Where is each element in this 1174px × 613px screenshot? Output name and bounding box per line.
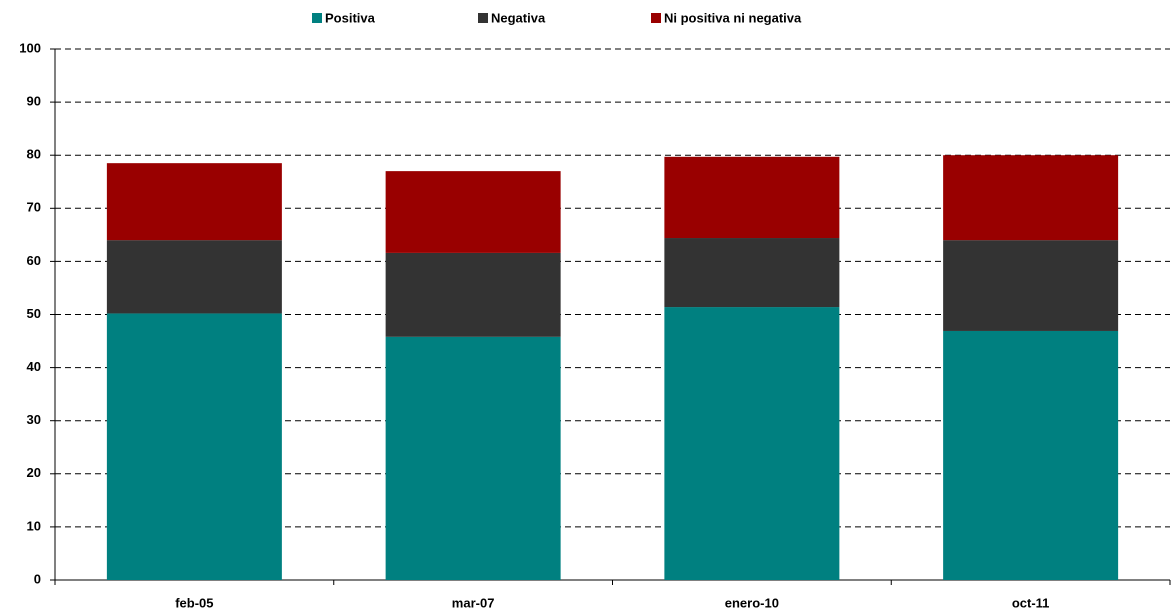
y-tick-label: 100 xyxy=(19,40,41,55)
x-tick-label: enero-10 xyxy=(725,595,779,610)
x-tick-label: feb-05 xyxy=(175,595,213,610)
bar-segment xyxy=(385,252,561,337)
y-tick-label: 30 xyxy=(27,412,41,427)
y-tick-label: 40 xyxy=(27,359,41,374)
bar-segment xyxy=(106,313,282,580)
y-tick-label: 50 xyxy=(27,306,41,321)
bar-segment xyxy=(943,155,1119,241)
bar-segment xyxy=(106,163,282,241)
bar-segment xyxy=(106,240,282,314)
x-tick-label: mar-07 xyxy=(452,595,495,610)
y-tick-label: 70 xyxy=(27,200,41,215)
legend-label: Negativa xyxy=(491,10,546,25)
bar-segment xyxy=(664,307,840,580)
legend-swatch xyxy=(312,13,322,23)
x-tick-label: oct-11 xyxy=(1012,595,1050,610)
y-tick-label: 90 xyxy=(27,94,41,109)
y-tick-label: 20 xyxy=(27,465,41,480)
y-tick-label: 60 xyxy=(27,253,41,268)
bar-segment xyxy=(664,238,840,308)
bar-segment xyxy=(385,171,561,253)
legend-swatch xyxy=(478,13,488,23)
legend-label: Positiva xyxy=(325,10,376,25)
bar-segment xyxy=(943,330,1119,580)
y-tick-label: 10 xyxy=(27,518,41,533)
legend-label: Ni positiva ni negativa xyxy=(664,10,802,25)
y-tick-label: 0 xyxy=(34,571,41,586)
bar-segment xyxy=(664,156,840,239)
y-tick-label: 80 xyxy=(27,147,41,162)
legend-swatch xyxy=(651,13,661,23)
bar-segment xyxy=(385,336,561,580)
bar-segment xyxy=(943,240,1119,331)
